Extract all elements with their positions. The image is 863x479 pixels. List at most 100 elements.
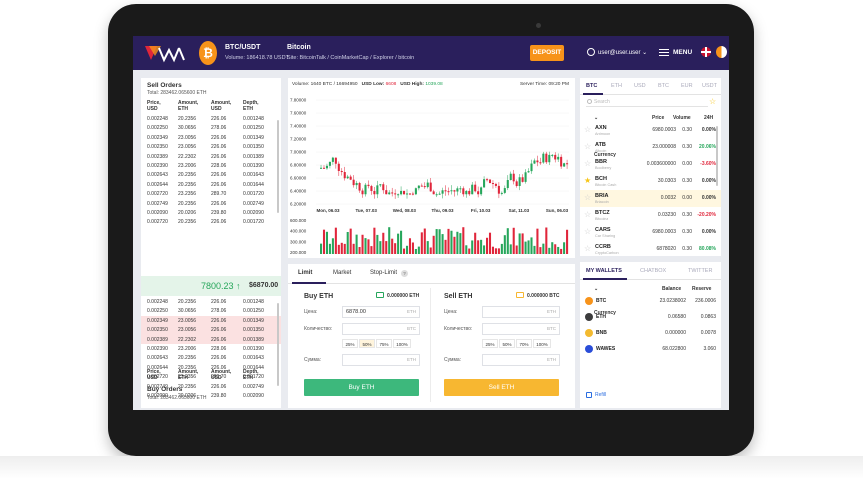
market-tab-eth[interactable]: ETH bbox=[611, 83, 622, 89]
order-row[interactable]: 0.002643 20.2356 226.06 0.001643 bbox=[141, 353, 281, 362]
price-chart[interactable]: Volume: 1640 BTC / 16694950 USD Low: 660… bbox=[288, 78, 575, 258]
tab-limit[interactable]: Limit bbox=[298, 270, 312, 276]
sell-pct-50[interactable]: 50% bbox=[499, 339, 515, 348]
order-row[interactable]: 0.002749 20.2356 226.06 0.002749 bbox=[141, 199, 281, 208]
order-row[interactable]: 0.002090 20.0206 239.80 0.002090 bbox=[141, 208, 281, 217]
sell-price-input[interactable]: ETH bbox=[482, 306, 560, 318]
order-row[interactable]: 0.002248 20.2356 226.06 0.001248 bbox=[141, 114, 281, 123]
star-icon[interactable]: ☆ bbox=[584, 125, 591, 134]
order-row[interactable]: 0.002720 23.2356 289.70 0.001720 bbox=[141, 189, 281, 198]
star-icon[interactable]: ☆ bbox=[584, 210, 591, 219]
order-row[interactable]: 0.002350 23.0056 226.06 0.001350 bbox=[141, 325, 281, 334]
volume-bar bbox=[542, 244, 544, 254]
user-email[interactable]: user@user.user ⌄ bbox=[598, 49, 647, 56]
buy-sum-input[interactable]: ETH bbox=[342, 354, 420, 366]
market-row[interactable]: ☆ AXN Antmoon 6980.0003 0.30 0.00% bbox=[580, 122, 721, 139]
market-tab-usd[interactable]: USD bbox=[634, 83, 646, 89]
market-tab-btc[interactable]: BTC bbox=[586, 83, 597, 89]
candle-body bbox=[445, 190, 447, 191]
order-row[interactable]: 0.002390 23.2006 228.06 0.001390 bbox=[141, 344, 281, 353]
favorites-star-icon[interactable]: ☆ bbox=[709, 97, 716, 106]
markets-col-volume[interactable]: Volume bbox=[673, 115, 691, 121]
wallets-col-reserve[interactable]: Reserve bbox=[692, 286, 711, 292]
sell-button[interactable]: Sell ETH bbox=[444, 379, 559, 396]
buy-qty-input[interactable]: BTC bbox=[342, 323, 420, 335]
wallet-row[interactable]: BNB 0.000000 0.0078 bbox=[580, 326, 721, 342]
buy-pct-100[interactable]: 100% bbox=[393, 339, 411, 348]
buy-pct-50[interactable]: 50% bbox=[359, 339, 375, 348]
y-tick-label: 6.40000 bbox=[290, 189, 307, 194]
market-tab-usdt[interactable]: USDT bbox=[702, 83, 717, 89]
star-filled-icon[interactable]: ★ bbox=[584, 176, 591, 185]
market-row[interactable]: ☆ BTCZ Bitcoinz 0.03230 0.30 -20.20% bbox=[580, 207, 721, 224]
menu-button[interactable]: MENU bbox=[673, 49, 692, 56]
markets-col-24h[interactable]: 24H bbox=[704, 115, 713, 121]
buy-pct-25[interactable]: 25% bbox=[342, 339, 358, 348]
markets-col-currency[interactable]: Currency ⌄ bbox=[594, 115, 598, 121]
buy-button[interactable]: Buy ETH bbox=[304, 379, 419, 396]
order-row[interactable]: 0.002250 30.0656 278.06 0.001250 bbox=[141, 306, 281, 315]
tab-my-wallets[interactable]: MY WALLETS bbox=[586, 268, 622, 274]
wallets-col-currency[interactable]: Currency ⌄ bbox=[594, 286, 598, 292]
buy-orders-total: Total: 283462.065600 ETH bbox=[147, 395, 207, 401]
sell-sum-label: Сумма: bbox=[444, 357, 461, 363]
deposit-button[interactable]: DEPOSIT bbox=[530, 45, 564, 61]
order-row[interactable]: 0.002390 23.2006 228.06 0.001390 bbox=[141, 161, 281, 170]
order-row[interactable]: 0.002250 30.0656 278.06 0.001250 bbox=[141, 123, 281, 132]
tab-stop-limit[interactable]: Stop-Limit bbox=[370, 270, 397, 276]
markets-scrollbar[interactable] bbox=[716, 126, 718, 186]
sell-qty-input[interactable]: BTC bbox=[482, 323, 560, 335]
order-row[interactable]: 0.002644 20.2356 226.06 0.001644 bbox=[141, 180, 281, 189]
theme-toggle-icon[interactable] bbox=[716, 46, 727, 58]
refill-link[interactable]: Refill bbox=[595, 392, 606, 398]
order-cell: 20.2356 bbox=[178, 182, 196, 188]
wallets-col-balance[interactable]: Balance bbox=[662, 286, 681, 292]
coin-sites[interactable]: Site: BitcoinTalk / CoinMarketCap / Expl… bbox=[287, 55, 414, 61]
wallet-row[interactable]: BTC 23.0238002 236.0006 bbox=[580, 294, 721, 310]
sell-pct-70[interactable]: 70% bbox=[516, 339, 532, 348]
candlestick-svg[interactable]: 7.80000 7.60000 7.40000 7.20000 7.00000 6.800… bbox=[288, 78, 575, 258]
star-icon[interactable]: ☆ bbox=[584, 193, 591, 202]
buy-pct-75[interactable]: 75% bbox=[376, 339, 392, 348]
sell-price-label: Цена: bbox=[444, 309, 457, 315]
star-icon[interactable]: ☆ bbox=[584, 159, 591, 168]
wallet-row[interactable]: WAWES 68.022800 3.060 bbox=[580, 342, 721, 358]
order-row[interactable]: 0.002349 23.0056 226.06 0.001349 bbox=[141, 316, 281, 325]
sell-pct-100[interactable]: 100% bbox=[533, 339, 551, 348]
orders-scrollbar[interactable] bbox=[277, 303, 279, 386]
uk-flag-icon[interactable] bbox=[701, 47, 711, 57]
market-tab-btc-2[interactable]: BTC bbox=[658, 83, 669, 89]
buy-price-input[interactable]: 6878.00 ETH bbox=[342, 306, 420, 318]
market-row[interactable]: ☆ CARS Car Sharing 6980.0003 0.30 0.00% bbox=[580, 224, 721, 241]
tab-chatbox[interactable]: CHATBOX bbox=[640, 268, 666, 274]
star-icon[interactable]: ☆ bbox=[584, 142, 591, 151]
refill-icon[interactable] bbox=[586, 392, 592, 398]
bnb-coin-icon bbox=[585, 329, 593, 337]
info-icon[interactable]: ? bbox=[401, 270, 408, 277]
star-icon[interactable]: ☆ bbox=[584, 244, 591, 253]
market-row[interactable]: ☆ BRIA Briacoin 0.0032 0.00 0.00% bbox=[580, 190, 721, 207]
order-row[interactable]: 0.002349 23.0056 226.06 0.001349 bbox=[141, 133, 281, 142]
tab-twitter[interactable]: TWITTER bbox=[688, 268, 712, 274]
sell-pct-25[interactable]: 25% bbox=[482, 339, 498, 348]
market-tab-eur[interactable]: EUR bbox=[681, 83, 693, 89]
user-icon[interactable] bbox=[587, 48, 595, 56]
order-row[interactable]: 0.002720 20.2356 226.06 0.001720 bbox=[141, 217, 281, 226]
orders-scrollbar[interactable] bbox=[277, 120, 279, 213]
tab-market[interactable]: Market bbox=[333, 270, 351, 276]
sell-sum-input[interactable]: ETH bbox=[482, 354, 560, 366]
market-row[interactable]: ☆ BBR Boolberry 0.003600000 0.00 -3.60% bbox=[580, 156, 721, 173]
market-row[interactable]: ★ BCH Bitcoin Cash 30.0303 0.30 0.00% bbox=[580, 173, 721, 190]
market-row[interactable]: ☆ ATB Altcoin 23.000008 0.30 20.06% bbox=[580, 139, 721, 156]
markets-col-price[interactable]: Price bbox=[652, 115, 664, 121]
order-row[interactable]: 0.002350 23.0056 226.06 0.001350 bbox=[141, 142, 281, 151]
market-search-input[interactable]: Search bbox=[586, 97, 708, 107]
order-row[interactable]: 0.002643 20.2356 226.06 0.001643 bbox=[141, 170, 281, 179]
menu-icon[interactable] bbox=[659, 49, 669, 56]
wallet-row[interactable]: ETH 0.06580 0.0863 bbox=[580, 310, 721, 326]
star-icon[interactable]: ☆ bbox=[584, 227, 591, 236]
order-row[interactable]: 0.002248 20.2356 226.06 0.001248 bbox=[141, 297, 281, 306]
order-row[interactable]: 0.002389 22.2302 226.06 0.001389 bbox=[141, 335, 281, 344]
market-row[interactable]: ☆ CCRB CryptoCarbon 6878020 0.30 80.08% bbox=[580, 241, 721, 258]
order-row[interactable]: 0.002389 22.2302 226.06 0.001389 bbox=[141, 152, 281, 161]
